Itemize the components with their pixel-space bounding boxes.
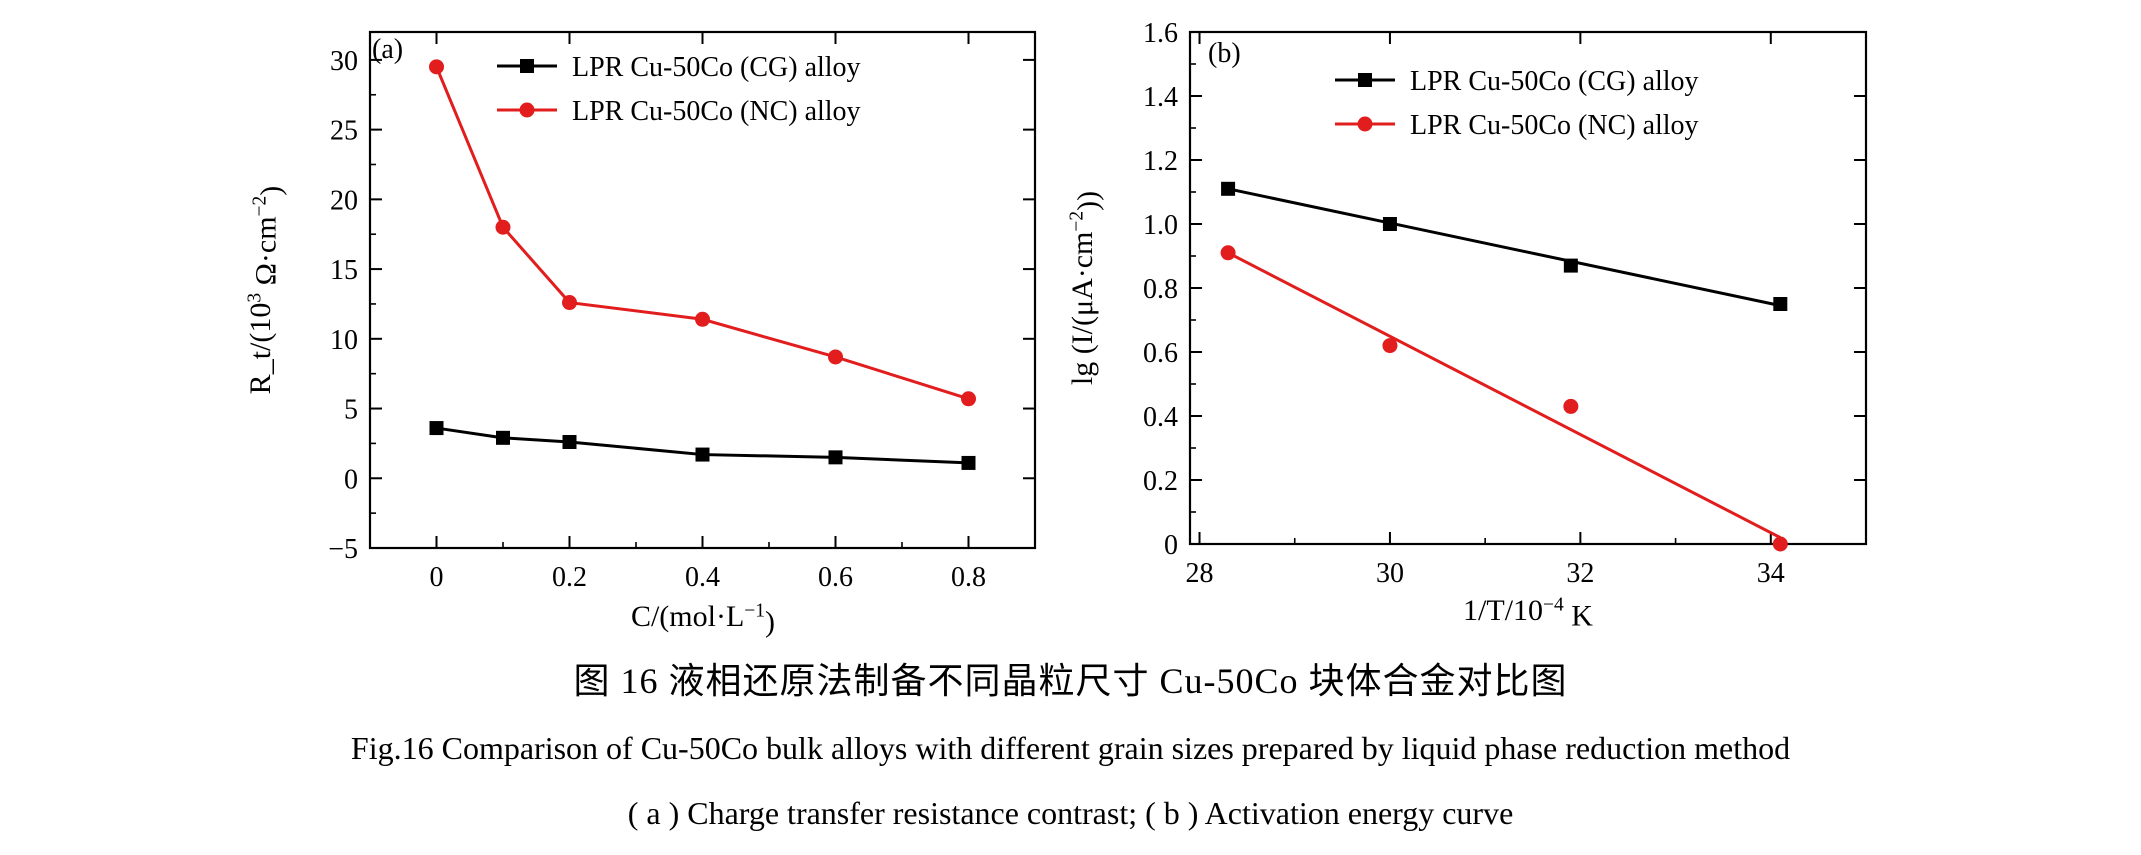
y-tick-label: 25 — [330, 116, 358, 147]
series-nc: LPR Cu-50Co (NC) alloy — [429, 59, 976, 407]
x-tick-label: 0.4 — [685, 562, 720, 593]
y-tick-label: 30 — [330, 46, 358, 77]
data-point — [1221, 181, 1236, 196]
series-cg: LPR Cu-50Co (CG) alloy — [1221, 66, 1788, 311]
data-point — [1563, 398, 1579, 414]
figure-caption-subpanels: ( a ) Charge transfer resistance contras… — [627, 795, 1514, 831]
legend-marker — [520, 59, 534, 73]
legend-label: LPR Cu-50Co (NC) alloy — [572, 96, 861, 127]
data-point — [429, 59, 444, 75]
x-tick-label: 0.2 — [552, 562, 587, 593]
panel-label: (a) — [372, 34, 403, 65]
y-tick-label: 0 — [1164, 530, 1178, 561]
x-tick-label: 0.6 — [818, 562, 853, 593]
legend-label: LPR Cu-50Co (CG) alloy — [1410, 66, 1699, 97]
fit-line — [1227, 251, 1781, 539]
y-axis-title: lg (I/(μA·cm−2​)) — [1066, 191, 1104, 385]
x-tick-label: 28 — [1186, 558, 1214, 589]
series-line — [436, 426, 969, 465]
plot-frame — [1188, 30, 1868, 546]
data-point — [1220, 245, 1236, 261]
y-tick-label: 0.8 — [1143, 274, 1178, 305]
legend-label: LPR Cu-50Co (CG) alloy — [572, 52, 861, 83]
data-point — [1772, 536, 1788, 552]
data-point — [495, 219, 511, 235]
y-tick-label: 0.4 — [1143, 402, 1178, 433]
y-tick-label: 0.2 — [1143, 466, 1178, 497]
data-point — [562, 435, 577, 450]
x-axis-title: 1/T/10−4​ K — [1463, 594, 1593, 632]
data-point — [1382, 217, 1397, 231]
x-tick-label: 30 — [1376, 558, 1404, 589]
series-nc: LPR Cu-50Co (NC) alloy — [1220, 110, 1788, 552]
series-cg: LPR Cu-50Co (CG) alloy — [429, 52, 976, 470]
y-tick-label: 1.2 — [1143, 146, 1178, 177]
fit-line — [1227, 187, 1781, 308]
data-point — [1773, 297, 1788, 311]
data-point — [496, 430, 510, 445]
series-line — [435, 66, 969, 401]
data-point — [429, 421, 444, 436]
data-point — [828, 349, 843, 365]
data-point — [1563, 258, 1578, 273]
data-point — [828, 450, 843, 465]
chart-panel-b: 28 30 32 34 0 0.2 0.4 0.6 0.8 1.0 1.2 1.4 1.6 1/T/10−… — [1066, 18, 1868, 632]
data-point — [961, 455, 976, 470]
y-tick-label: 15 — [330, 255, 358, 286]
legend-label: LPR Cu-50Co (NC) alloy — [1410, 110, 1699, 141]
legend-marker — [519, 102, 535, 118]
y-tick-label: 10 — [330, 325, 358, 356]
data-point — [562, 295, 577, 311]
y-tick-label: 1.0 — [1143, 210, 1178, 241]
x-tick-label: 0.8 — [951, 562, 986, 593]
legend-marker — [1358, 73, 1372, 87]
data-point — [695, 447, 710, 462]
figure-caption-chinese: 图 16 液相还原法制备不同晶粒尺寸 Cu-50Co 块体合金对比图 — [573, 661, 1568, 701]
data-point — [961, 391, 976, 407]
chart-panel-a: 0 0.2 0.4 0.6 0.8 −5 0 5 10 15 20 25 30 C/(mol·L−1​) R… — [244, 30, 1037, 638]
y-tick-label: 0.6 — [1143, 338, 1178, 369]
y-tick-label: −5 — [328, 534, 358, 565]
y-tick-label: 0 — [344, 464, 358, 495]
figure-caption-english: Fig.16 Comparison of Cu-50Co bulk alloys… — [350, 730, 1791, 766]
panel-label: (b) — [1208, 38, 1241, 69]
y-tick-label: 20 — [330, 185, 358, 216]
y-tick-label: 1.6 — [1143, 18, 1178, 49]
x-tick-label: 0 — [430, 562, 444, 593]
x-tick-label: 34 — [1757, 558, 1785, 589]
y-axis-title: R_t/(103​ Ω·cm−2​) — [244, 186, 288, 395]
legend-marker — [1357, 116, 1373, 132]
y-tick-label: 5 — [344, 395, 358, 426]
x-tick-label: 32 — [1566, 558, 1594, 589]
data-point — [1382, 338, 1398, 354]
data-point — [695, 311, 710, 327]
x-axis-title: C/(mol·L−1​) — [631, 600, 775, 638]
y-tick-label: 1.4 — [1143, 82, 1178, 113]
